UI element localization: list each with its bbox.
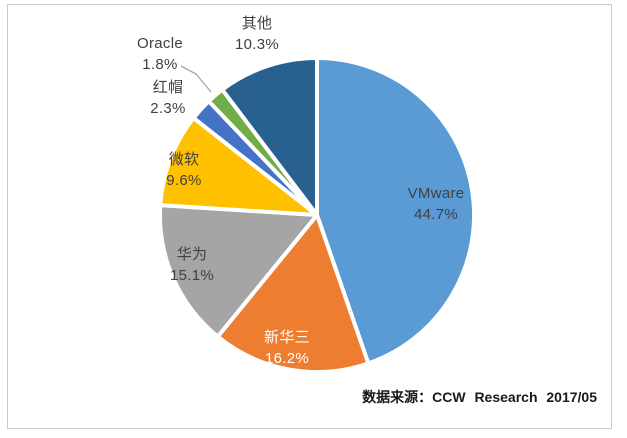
pie-slice-VMware: [315, 56, 477, 366]
label-xinhuasan-name: 新华三: [264, 329, 310, 346]
oracle-leader-line: [180, 65, 212, 93]
label-microsoft: 微软 9.6%: [166, 149, 201, 191]
label-vmware-pct: 44.7%: [413, 206, 459, 223]
data-source-note: 数据来源：CCW Research 2017/05: [362, 389, 597, 405]
pie-slice-微软: [158, 116, 319, 217]
label-oracle: Oracle 1.8%: [137, 33, 183, 75]
label-redhat-name: 红帽: [152, 79, 184, 96]
label-microsoft-pct: 9.6%: [166, 172, 202, 189]
label-redhat-pct: 2.3%: [150, 100, 186, 117]
label-other: 其他 10.3%: [235, 13, 279, 55]
pie-slice-其他: [220, 55, 319, 217]
label-vmware-name: VMware: [407, 185, 465, 202]
label-huawei-pct: 15.1%: [169, 267, 215, 284]
label-other-pct: 10.3%: [234, 36, 280, 53]
label-xinhuasan: 新华三 16.2%: [264, 327, 310, 369]
label-vmware: VMware 44.7%: [408, 183, 465, 225]
pie-slice-新华三: [215, 213, 371, 374]
label-xinhuasan-pct: 16.2%: [264, 350, 310, 367]
label-oracle-pct: 1.8%: [142, 56, 178, 73]
label-huawei: 华为 15.1%: [170, 244, 214, 286]
label-huawei-name: 华为: [176, 246, 208, 263]
pie-slice-华为: [157, 203, 319, 339]
label-microsoft-name: 微软: [168, 151, 200, 168]
label-other-name: 其他: [241, 15, 273, 32]
label-oracle-name: Oracle: [137, 35, 183, 52]
label-redhat: 红帽 2.3%: [150, 77, 185, 119]
